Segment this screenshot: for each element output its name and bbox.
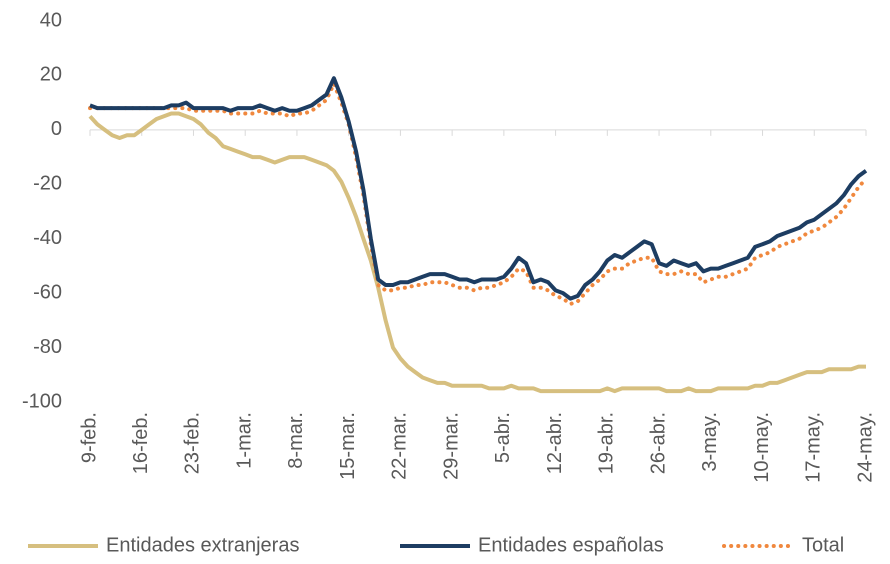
y-tick-label: -80 [33,336,62,358]
series-line [88,78,868,307]
x-tick-label: 23-feb. [182,412,204,474]
y-tick-label: -40 [33,227,62,249]
x-tick-label: 16-feb. [130,412,152,474]
legend-label: Entidades extranjeras [106,534,299,556]
x-tick-label: 12-abr. [544,412,566,474]
x-tick-label: 5-abr. [492,412,514,463]
y-tick-label: 40 [40,9,62,31]
y-tick-label: -20 [33,173,62,195]
y-tick-label: -60 [33,281,62,303]
y-tick-label: 0 [51,118,62,140]
x-tick-label: 17-may. [803,412,825,483]
x-tick-label: 9-feb. [78,412,100,463]
x-tick-label: 15-mar. [337,412,359,480]
y-tick-label: 20 [40,64,62,86]
x-tick-label: 24-may. [854,412,876,483]
x-tick-label: 26-abr. [647,412,669,474]
series-line [88,111,866,394]
x-tick-label: 19-abr. [596,412,618,474]
y-tick-label: -100 [22,390,62,412]
x-tick-label: 29-mar. [440,412,462,480]
x-tick-label: 3-may. [699,412,721,472]
x-tick-label: 8-mar. [285,412,307,469]
legend-label: Entidades españolas [478,534,664,556]
legend-label: Total [802,534,844,556]
x-tick-label: 1-mar. [233,412,255,469]
x-tick-label: 10-may. [751,412,773,483]
x-tick-label: 22-mar. [389,412,411,480]
series-line [89,76,868,301]
